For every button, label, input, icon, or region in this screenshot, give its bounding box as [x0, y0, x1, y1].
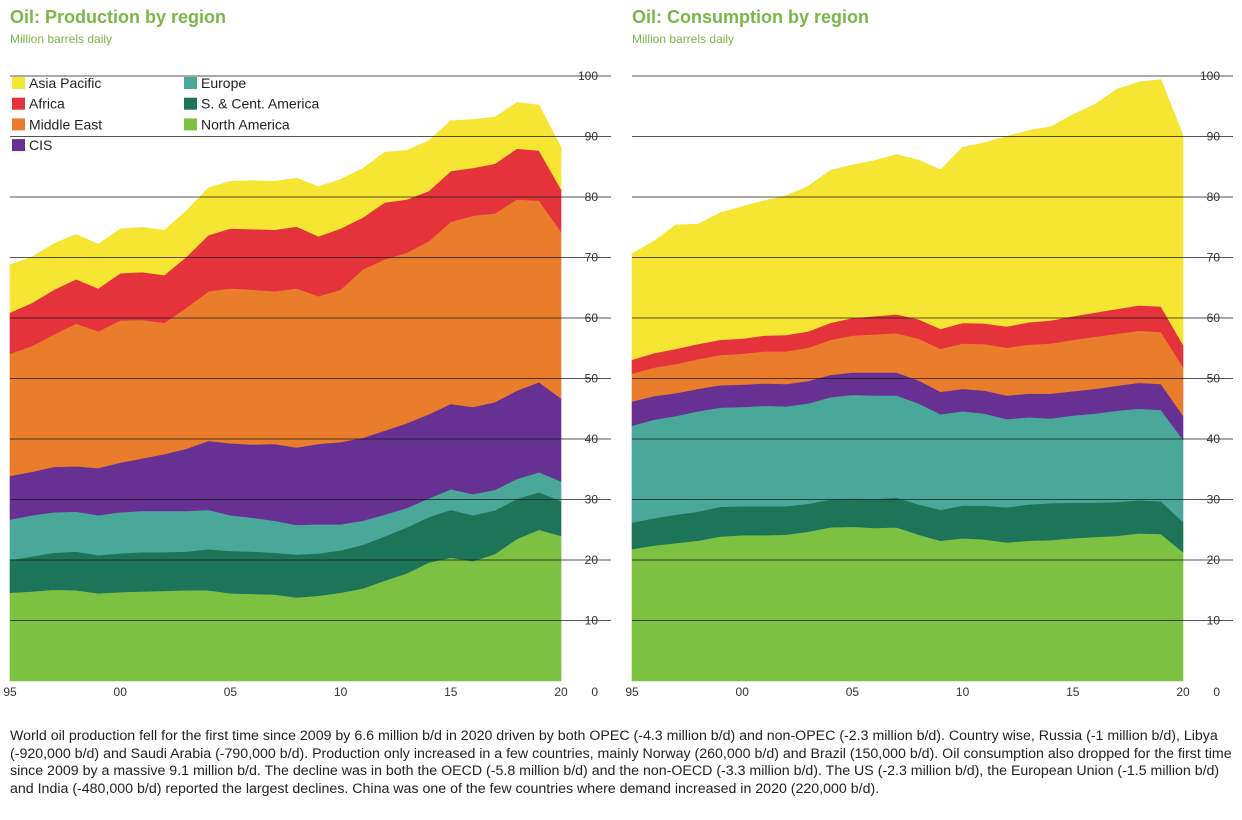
legend-swatch-africa	[12, 97, 25, 110]
x-tick-label: 15	[444, 685, 458, 699]
legend-swatch-s-cent-america	[184, 97, 197, 110]
x-tick-label: 10	[956, 685, 970, 699]
y-tick-labels: 0 10 20 30 40 50 60 70 80 90 100	[1200, 69, 1220, 699]
production-area-chart: 0 10 20 30 40 50 60 70 80 90 100 95 00 05 10 15 20 Asia P…	[3, 69, 611, 699]
production-chart-title: Oil: Production by region	[10, 7, 226, 27]
production-chart-subtitle: Million barrels daily	[10, 32, 113, 46]
legend-label-north-america: North America	[201, 116, 290, 132]
legend-swatch-asia-pacific	[12, 77, 25, 89]
x-tick-label: 05	[846, 685, 860, 699]
area-asia-pacific	[631, 79, 1184, 361]
y-tick-label: 40	[585, 432, 599, 446]
x-tick-label: 95	[625, 685, 639, 699]
y-tick-label: 100	[1200, 69, 1220, 83]
y-tick-label: 50	[1207, 372, 1221, 386]
gridlines	[632, 75, 1233, 621]
y-tick-labels: 0 10 20 30 40 50 60 70 80 90 100	[578, 69, 598, 699]
consumption-area-chart: 0 10 20 30 40 50 60 70 80 90 100 95 00 05 10 15 20	[625, 69, 1233, 699]
legend-label-middle-east: Middle East	[29, 116, 102, 132]
legend-label-europe: Europe	[201, 75, 246, 91]
x-tick-label: 10	[334, 685, 348, 699]
y-tick-label: 60	[585, 311, 599, 325]
commentary-text: World oil production fell for the first …	[10, 728, 1232, 797]
y-tick-label: 90	[585, 130, 599, 144]
y-tick-label: 30	[1207, 493, 1221, 507]
y-tick-label: 50	[585, 372, 599, 386]
y-tick-label: 0	[1213, 685, 1220, 699]
legend-label-asia-pacific: Asia Pacific	[29, 75, 101, 91]
y-tick-label: 40	[1207, 432, 1221, 446]
x-tick-label: 00	[736, 685, 750, 699]
y-tick-label: 80	[1207, 190, 1221, 204]
y-tick-label: 70	[1207, 251, 1221, 265]
consumption-chart-title: Oil: Consumption by region	[632, 7, 869, 27]
consumption-chart-panel: Oil: Consumption by region Million barre…	[622, 0, 1237, 712]
y-tick-label: 60	[1207, 311, 1221, 325]
legend-label-s-cent-america: S. & Cent. America	[201, 96, 319, 112]
x-tick-label: 15	[1066, 685, 1080, 699]
legend-swatch-cis	[12, 139, 25, 152]
area-north-america	[631, 526, 1184, 682]
legend-label-africa: Africa	[29, 96, 65, 112]
y-tick-label: 10	[1207, 614, 1221, 628]
legend-label-cis: CIS	[29, 137, 52, 153]
y-tick-label: 90	[1207, 130, 1221, 144]
x-tick-label: 20	[554, 685, 568, 699]
y-tick-label: 30	[585, 493, 599, 507]
legend: Asia Pacific Africa Middle East CIS Europe S.…	[12, 75, 319, 153]
x-tick-labels: 95 00 05 10 15 20	[3, 685, 568, 699]
area-asia-pacific	[9, 102, 562, 314]
x-tick-label: 20	[1176, 685, 1190, 699]
x-tick-label: 00	[114, 685, 128, 699]
y-tick-label: 80	[585, 190, 599, 204]
y-tick-label: 20	[1207, 553, 1221, 567]
series-areas	[631, 79, 1184, 682]
legend-swatch-middle-east	[12, 118, 25, 131]
legend-swatch-north-america	[184, 118, 197, 131]
x-tick-label: 95	[3, 685, 17, 699]
production-chart-panel: Oil: Production by region Million barrel…	[0, 0, 615, 712]
y-tick-label: 100	[578, 69, 598, 83]
series-areas	[9, 102, 562, 682]
y-tick-label: 0	[591, 685, 598, 699]
y-tick-label: 20	[585, 553, 599, 567]
y-tick-label: 10	[585, 614, 599, 628]
legend-swatch-europe	[184, 77, 197, 89]
x-tick-labels: 95 00 05 10 15 20	[625, 685, 1190, 699]
y-tick-label: 70	[585, 251, 599, 265]
consumption-chart-subtitle: Million barrels daily	[632, 32, 735, 46]
gridlines	[10, 75, 611, 621]
x-tick-label: 05	[224, 685, 238, 699]
